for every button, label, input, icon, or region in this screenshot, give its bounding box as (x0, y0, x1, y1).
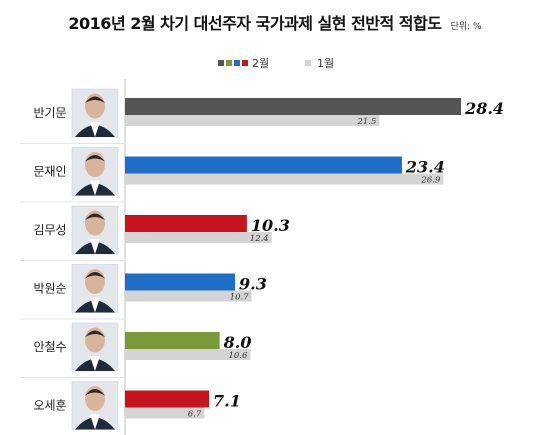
value-label-feb: 28.4 (464, 99, 504, 118)
bar-jan (125, 115, 380, 126)
portrait-hair (85, 213, 105, 220)
bar-feb (125, 273, 236, 291)
legend-label-jan: 1월 (317, 57, 335, 70)
category-label: 오세훈 (33, 399, 66, 413)
legend-item-feb: 2월 (218, 55, 269, 71)
legend-swatch-feb-3 (234, 60, 240, 66)
bar-feb (125, 332, 220, 349)
value-label-jan: 26.9 (420, 176, 441, 186)
chart-title: 2016년 2월 차기 대선주자 국가과제 실현 전반적 적합도 (68, 14, 442, 33)
value-label-jan: 21.5 (356, 117, 376, 127)
value-label-jan: 10.7 (230, 293, 250, 303)
chart-title-wrap: 2016년 2월 차기 대선주자 국가과제 실현 전반적 적합도 단위: % (0, 10, 550, 34)
value-label-jan: 6.7 (188, 410, 202, 420)
portrait-shirt (90, 180, 100, 196)
value-label-jan: 12.4 (250, 234, 269, 244)
bar-jan (125, 173, 444, 185)
bar-jan (125, 407, 205, 419)
legend-swatch-feb-2 (226, 60, 232, 66)
portrait-shirt (90, 414, 100, 430)
bar-feb (125, 98, 462, 115)
value-label-feb: 8.0 (223, 333, 252, 352)
bar-feb (125, 390, 210, 408)
bar-jan (125, 290, 252, 302)
unit-label: 단위: % (450, 22, 482, 32)
bar-feb (125, 215, 247, 232)
portrait-shirt (90, 297, 100, 313)
value-label-feb: 7.1 (213, 392, 241, 411)
legend-swatch-feb-4 (242, 60, 248, 66)
portrait-shirt (90, 122, 100, 137)
category-label: 반기문 (33, 106, 66, 120)
bar-jan (125, 349, 251, 360)
portrait-hair (85, 330, 105, 337)
value-label-feb: 23.4 (405, 158, 445, 177)
portrait-hair (85, 272, 105, 279)
portrait-hair (85, 155, 105, 162)
portrait-hair (85, 389, 105, 396)
legend-label-feb: 2월 (252, 57, 270, 70)
legend-swatch-feb-1 (218, 60, 224, 66)
category-label: 박원순 (33, 282, 66, 296)
category-label: 문재인 (33, 165, 66, 179)
legend-swatch-jan (305, 60, 311, 66)
bar-feb (125, 156, 402, 174)
value-label-feb: 10.3 (251, 216, 290, 235)
portrait-shirt (90, 239, 100, 254)
category-label: 김무성 (33, 223, 66, 237)
value-label-jan: 10.6 (228, 351, 248, 361)
value-label-feb: 9.3 (239, 275, 267, 294)
legend-item-jan: 1월 (305, 55, 334, 71)
bar-jan (125, 232, 272, 243)
portrait-hair (85, 96, 105, 103)
category-label: 안철수 (33, 340, 66, 354)
portrait-shirt (90, 356, 100, 371)
